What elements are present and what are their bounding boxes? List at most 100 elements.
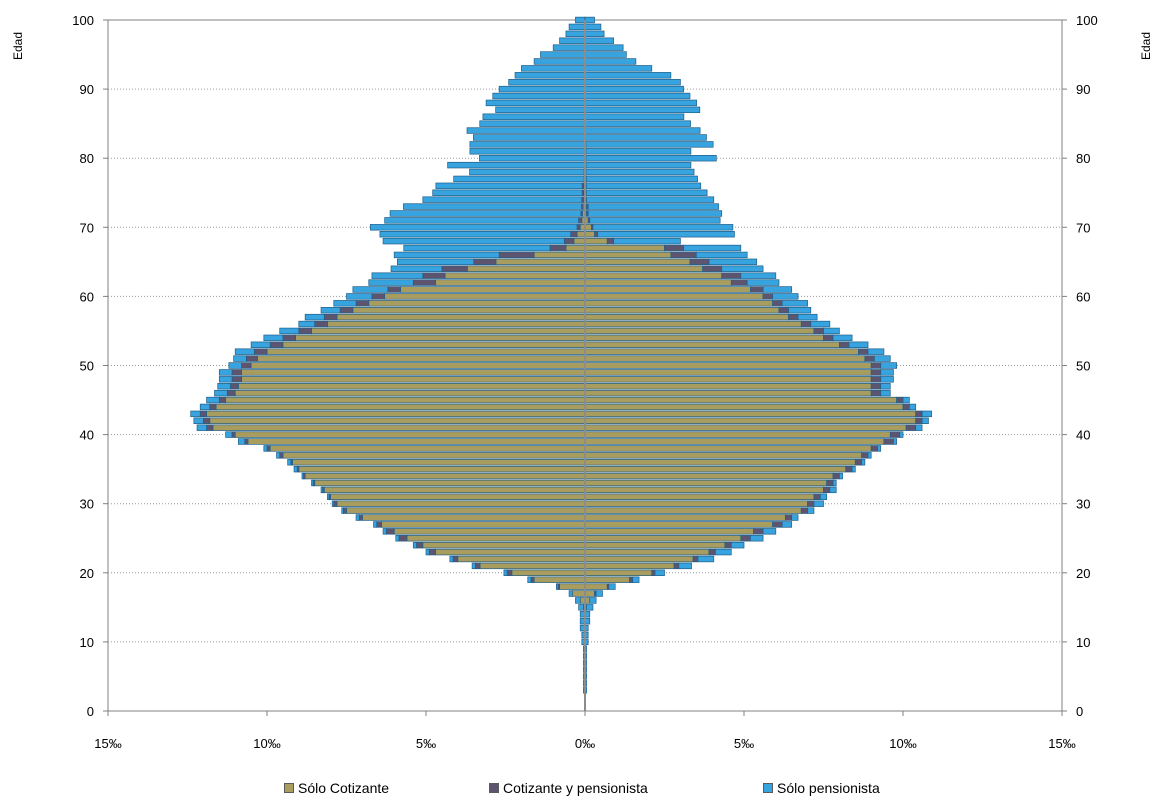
bar-left-cotizante-y-pensionista <box>474 562 481 570</box>
bar-right-cotizante-y-pensionista <box>832 472 840 480</box>
bar-right-solo-pensionista <box>750 535 764 542</box>
bar-right-solo-pensionista <box>584 37 614 44</box>
bar-left-cotizante-y-pensionista <box>266 445 271 452</box>
legend-item-solo-cotizante: Sólo Cotizante <box>284 780 389 796</box>
bar-right-solo-pensionista <box>584 78 681 86</box>
bar-right-solo-pensionista <box>867 452 872 459</box>
bar-right-cotizante <box>584 320 802 328</box>
bar-left-cotizante-y-pensionista <box>282 334 296 342</box>
bar-right-cotizante <box>584 472 834 480</box>
bar-left-cotizante-y-pensionista <box>570 231 578 238</box>
bar-left-cotizante <box>368 300 586 307</box>
bar-right-cotizante <box>584 258 691 266</box>
bar-right-solo-pensionista <box>585 175 698 183</box>
bar-right-cotizante-y-pensionista <box>784 514 793 521</box>
bar-left-solo-pensionista <box>578 604 584 611</box>
bar-right-cotizante <box>584 493 815 500</box>
legend: Sólo Cotizante Cotizante y pensionista S… <box>0 778 1153 798</box>
bar-right-cotizante <box>584 438 885 445</box>
x-tick-label: 10‰ <box>253 736 280 751</box>
bar-left-solo-pensionista <box>432 189 583 196</box>
y-tick-label-right: 0 <box>1076 704 1083 719</box>
bar-right-cotizante <box>584 521 773 528</box>
bar-right-cotizante-y-pensionista <box>740 535 751 542</box>
bar-right-cotizante <box>584 244 665 252</box>
x-tick-label: 5‰ <box>416 736 436 751</box>
bar-right-cotizante <box>584 327 815 335</box>
bar-right-solo-pensionista <box>829 486 837 494</box>
bar-right-cotizante-y-pensionista <box>861 452 869 459</box>
bar-right-solo-pensionista <box>632 576 640 583</box>
bar-left-solo-pensionista <box>234 348 255 355</box>
bar-left-solo-pensionista <box>352 286 389 293</box>
bar-right-cotizante <box>584 500 808 507</box>
bar-left-cotizante-y-pensionista <box>206 424 214 431</box>
bar-right-solo-pensionista <box>585 161 692 169</box>
bar-left-cotizante <box>206 410 586 418</box>
bar-right-solo-pensionista <box>762 528 777 535</box>
bar-left-cotizante-y-pensionista <box>231 369 242 376</box>
bar-left-cotizante-y-pensionista <box>578 217 583 224</box>
bar-right-solo-pensionista <box>587 203 719 210</box>
bar-right-solo-pensionista <box>654 569 665 577</box>
bar-left-cotizante <box>298 465 586 473</box>
bar-right-solo-pensionista <box>585 154 717 162</box>
y-tick-label-right: 100 <box>1076 13 1098 28</box>
bar-left-solo-pensionista <box>485 99 586 107</box>
bar-right-cotizante <box>584 286 751 293</box>
bar-right-cotizante-y-pensionista <box>870 369 882 376</box>
bar-left-solo-pensionista <box>320 307 341 314</box>
bar-right-solo-pensionista <box>730 541 745 549</box>
bar-right-cotizante-y-pensionista <box>772 521 783 528</box>
bar-left-cotizante-y-pensionista <box>203 417 211 424</box>
bar-left-cotizante <box>479 562 586 570</box>
bar-left-solo-pensionista <box>422 196 583 203</box>
bar-right-cotizante-y-pensionista <box>762 293 773 300</box>
bar-right-solo-pensionista <box>695 251 748 259</box>
bar-left-cotizante <box>384 293 586 300</box>
x-tick-label: 15‰ <box>94 736 121 751</box>
bar-right-solo-pensionista <box>584 72 672 79</box>
bar-left-cotizante <box>576 231 586 238</box>
bar-right-solo-pensionista <box>902 396 910 404</box>
bar-left-cotizante <box>330 493 586 500</box>
bar-left-solo-pensionista <box>214 389 228 397</box>
bar-right-cotizante-y-pensionista <box>800 507 808 514</box>
bar-left-solo-pensionista <box>218 376 233 383</box>
bar-left-solo-pensionista <box>327 493 330 500</box>
bar-right-solo-pensionista <box>584 65 653 72</box>
bar-right-cotizante <box>584 396 897 404</box>
bar-left-solo-pensionista <box>533 58 586 65</box>
bar-left-solo-pensionista <box>552 44 586 51</box>
bar-left-solo-pensionista <box>193 417 204 424</box>
bar-left-cotizante-y-pensionista <box>323 313 338 321</box>
y-tick-label-right: 10 <box>1076 635 1090 650</box>
bar-right-solo-pensionista <box>746 279 780 286</box>
bar-right-solo-pensionista <box>708 258 758 266</box>
bar-left-cotizante-y-pensionista <box>245 355 258 362</box>
bar-right-cotizante <box>584 479 828 487</box>
bar-left-cotizante-y-pensionista <box>376 521 382 528</box>
bar-right-cotizante-y-pensionista <box>854 459 863 466</box>
bar-right-solo-pensionista <box>589 217 721 224</box>
bar-right-cotizante-y-pensionista <box>651 569 656 577</box>
bar-right-solo-pensionista <box>880 376 894 383</box>
bar-right-cotizante <box>584 459 856 466</box>
bar-right-cotizante-y-pensionista <box>606 237 614 245</box>
bar-right-solo-pensionista <box>880 362 897 369</box>
y-tick-label-left: 90 <box>80 82 94 97</box>
bar-right-solo-pensionista <box>585 134 707 141</box>
bar-left-solo-pensionista <box>333 300 357 307</box>
bar-left-solo-pensionista <box>346 293 373 300</box>
bar-right-solo-pensionista <box>584 51 627 58</box>
bar-left-cotizante <box>393 528 586 535</box>
bar-left-cotizante-y-pensionista <box>269 341 284 348</box>
bar-left-solo-pensionista <box>279 327 300 335</box>
bar-left-solo-pensionista <box>263 445 268 452</box>
bar-left-solo-pensionista <box>206 396 220 404</box>
bar-left-cotizante <box>282 452 586 459</box>
bar-left-solo-pensionista <box>199 403 211 411</box>
bar-right-cotizante <box>584 541 726 549</box>
bar-right-solo-pensionista <box>584 106 701 114</box>
bar-left-cotizante <box>381 521 586 528</box>
